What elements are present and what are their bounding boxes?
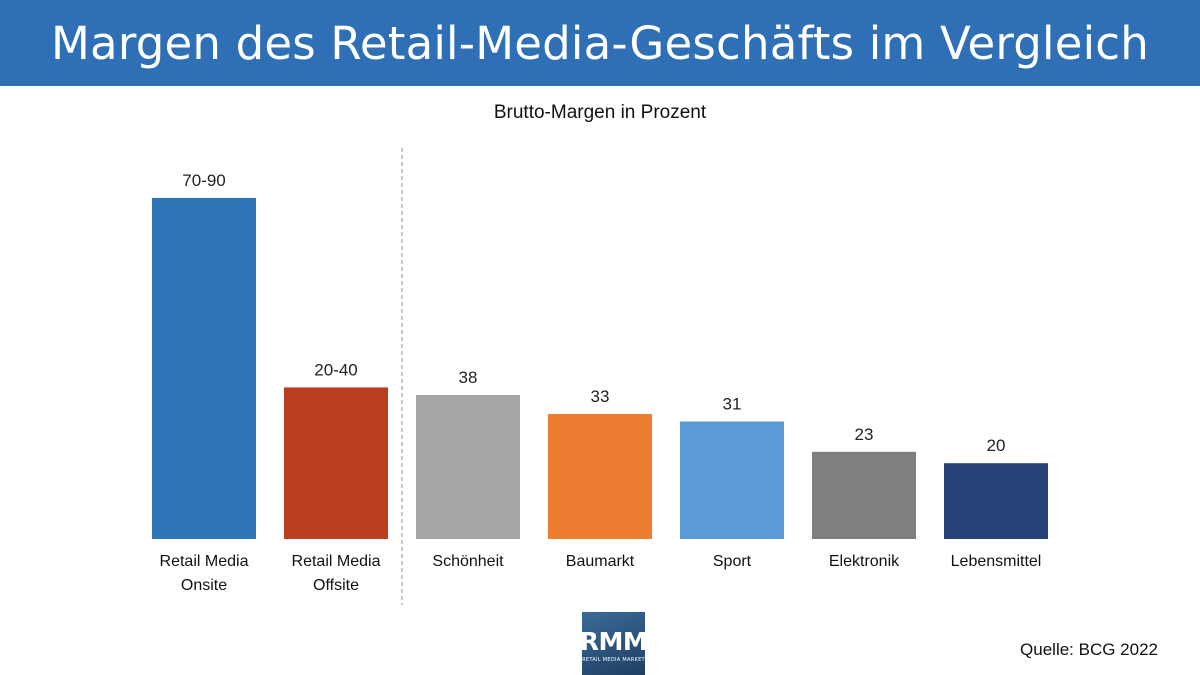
source-note: Quelle: BCG 2022 xyxy=(1020,640,1158,659)
category-label: Schönheit xyxy=(432,553,504,570)
bar xyxy=(152,197,256,539)
data-label: 20 xyxy=(987,436,1006,455)
data-label: 70-90 xyxy=(182,171,225,190)
category-label: Offsite xyxy=(313,577,359,594)
category-label: Onsite xyxy=(181,577,227,594)
bar xyxy=(944,463,1048,539)
category-label: Elektronik xyxy=(829,553,900,570)
bar xyxy=(416,395,520,539)
category-label: Retail Media xyxy=(160,553,249,570)
bar xyxy=(680,421,784,539)
data-label: 23 xyxy=(855,425,874,444)
data-label: 20-40 xyxy=(314,360,357,379)
category-label: Lebensmittel xyxy=(951,553,1042,570)
data-label: 31 xyxy=(723,395,742,414)
chart-title: Brutto-Margen in Prozent xyxy=(493,102,707,123)
logo-subtext: RETAIL MEDIA MARKET xyxy=(582,656,645,663)
page-title: Margen des Retail-Media-Geschäfts im Ver… xyxy=(51,16,1149,70)
category-label: Baumarkt xyxy=(566,553,635,570)
title-banner: Margen des Retail-Media-Geschäfts im Ver… xyxy=(0,0,1200,86)
category-label: Retail Media xyxy=(292,553,381,570)
category-label: Sport xyxy=(713,553,752,570)
rmm-logo: RMM RETAIL MEDIA MARKET xyxy=(579,612,648,675)
data-label: 33 xyxy=(591,387,610,406)
logo-text: RMM xyxy=(579,626,648,656)
bar xyxy=(284,387,388,539)
data-label: 38 xyxy=(459,368,478,387)
bar xyxy=(812,451,916,539)
bar xyxy=(548,413,652,539)
